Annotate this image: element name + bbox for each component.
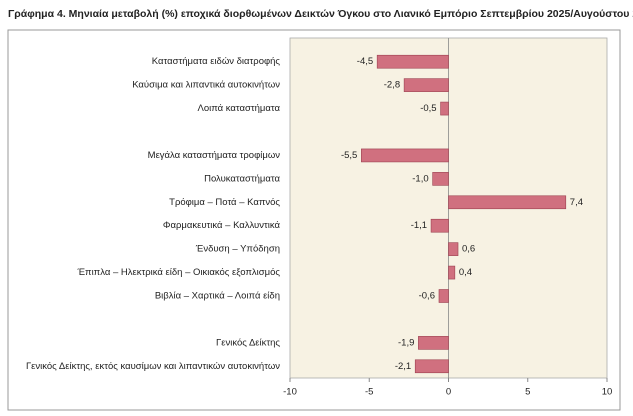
bar: [430, 218, 449, 233]
y-tick-label: Φαρμακευτικά – Καλλυντικά: [163, 220, 281, 231]
x-tick-label: -5: [365, 387, 373, 398]
x-tick-label: 10: [602, 387, 613, 398]
bar: [418, 336, 449, 350]
y-tick-label: Γενικός Δείκτης: [216, 337, 280, 348]
y-tick-label: Μεγάλα καταστήματα τροφίμων: [148, 150, 281, 161]
value-label: 7,4: [570, 197, 583, 208]
value-label: 0,6: [462, 244, 475, 255]
bar: [448, 195, 567, 210]
y-tick-label: Πολυκαταστήματα: [204, 173, 280, 184]
bar: [376, 54, 449, 69]
value-label: -4,5: [357, 56, 373, 67]
value-label: -1,1: [411, 220, 427, 231]
chart-title: Γράφημα 4. Μηνιαία μεταβολή (%) εποχικά …: [8, 8, 633, 20]
y-tick-label: Τρόφιμα – Ποτά – Καπνός: [169, 197, 280, 208]
value-label: -1,9: [398, 337, 414, 348]
y-tick-label: Λοιπά καταστήματα: [197, 103, 280, 114]
value-label: -0,5: [420, 103, 436, 114]
value-label: -1,0: [412, 173, 428, 184]
value-label: -5,5: [341, 150, 357, 161]
bar: [448, 265, 456, 280]
y-tick-label: Καταστήματα ειδών διατροφής: [152, 56, 281, 67]
bar: [438, 289, 449, 303]
y-tick-label: Έπιπλα – Ηλεκτρικά είδη – Οικιακός εξοπλ…: [77, 267, 281, 278]
value-label: -2,8: [384, 80, 400, 91]
y-tick-label: Βιβλία – Χαρτικά – Λοιπά είδη: [155, 291, 280, 302]
bar: [440, 101, 449, 116]
value-label: 0,4: [459, 267, 472, 278]
bar: [361, 148, 449, 163]
value-label: -0,6: [419, 291, 435, 302]
bar: [403, 78, 449, 92]
x-tick-label: 5: [525, 387, 530, 398]
bar: [432, 172, 449, 186]
x-tick-label: 0: [446, 387, 451, 398]
y-tick-label: Ένδυση – Υπόδηση: [195, 244, 280, 255]
bar: [448, 242, 459, 256]
bar: [414, 359, 449, 374]
y-tick-label: Γενικός Δείκτης, εκτός καυσίμων και λιπα…: [26, 361, 280, 372]
y-tick-label: Καύσιμα και λιπαντικά αυτοκινήτων: [132, 80, 280, 91]
value-label: -2,1: [395, 361, 411, 372]
x-tick-label: -10: [283, 387, 297, 398]
